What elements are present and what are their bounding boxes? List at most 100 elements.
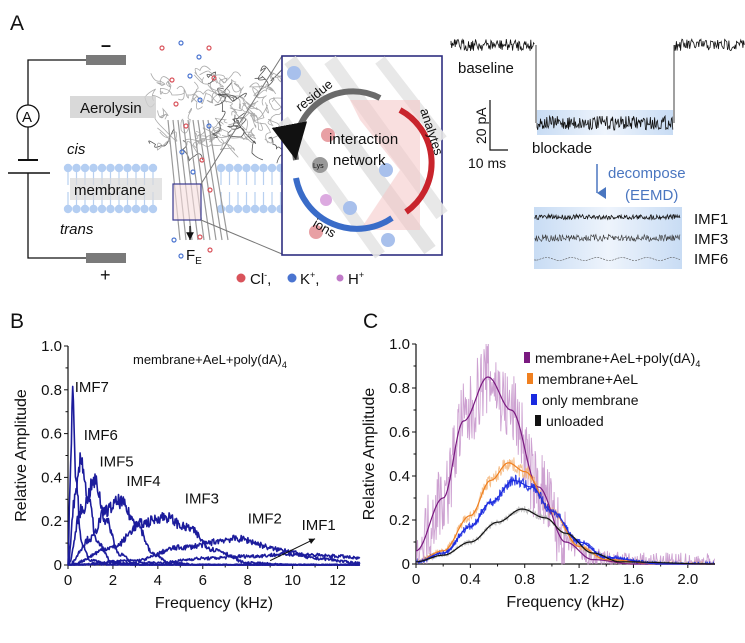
- ion-particle: [190, 169, 196, 175]
- h-legend-marker: [336, 274, 344, 282]
- scale-current-label: 20 pA: [473, 107, 489, 144]
- lipid-head: [216, 163, 226, 173]
- interaction-label-line2: network: [333, 152, 386, 169]
- y-axis-label: Relative Amplitude: [13, 389, 30, 522]
- x-tick-label: 0.4: [460, 571, 481, 588]
- x-tick-label: 0: [412, 571, 420, 588]
- series-label-imf5: IMF5: [99, 453, 133, 470]
- series-imf2: [67, 534, 361, 566]
- blockade-label: blockade: [532, 140, 592, 157]
- series-label-imf1: IMF1: [302, 517, 336, 534]
- h-ion: [320, 194, 332, 206]
- k-ion: [343, 201, 357, 215]
- lipid-head: [250, 204, 260, 214]
- ion-particle: [169, 77, 175, 83]
- imf-traces: [534, 213, 681, 261]
- lipid-head: [267, 163, 277, 173]
- lipid-head: [72, 204, 81, 214]
- x-tick-label: 1.2: [569, 571, 590, 588]
- ion-particle: [207, 247, 213, 253]
- x-tick-label: 4: [154, 572, 162, 589]
- lipid-head: [131, 204, 141, 214]
- x-tick-label: 2: [109, 572, 117, 589]
- ion-particle: [171, 237, 177, 243]
- k-ion: [379, 163, 393, 177]
- imf3-label: IMF3: [694, 231, 728, 248]
- chart-c: 0 0.4 0.8 1.2 1.6 2.0 0 0.2 0.4 0.6 0.8 1.0 Frequenc…: [361, 336, 715, 611]
- baseline-trace-end: [674, 38, 745, 51]
- lipid-head: [131, 163, 141, 173]
- eemd-label: (EEMD): [625, 187, 678, 204]
- lipid-head: [106, 163, 115, 173]
- fit-series-2: [415, 479, 715, 565]
- panel-label-a: A: [10, 12, 24, 35]
- legend-marker: [524, 352, 530, 363]
- fit-series-1: [415, 462, 715, 565]
- y-tick-label: 0: [402, 556, 410, 573]
- current-trace-panel: baseline blockade 20 pA 10 ms decompose …: [450, 38, 745, 269]
- x-tick-label: 0: [64, 572, 72, 589]
- cis-label: cis: [67, 141, 86, 158]
- y-tick-label: 0.4: [389, 468, 410, 485]
- cl-ion: [309, 225, 323, 239]
- force-label: FE: [186, 247, 202, 267]
- ions-arrow: [293, 177, 394, 232]
- positive-sign: +: [100, 265, 111, 285]
- ion-particle: [179, 149, 185, 155]
- chart-b: 0 2 4 6 8 10 12 0 0.2 0.4 0.6 0.8 1.0 Frequency (kHz)…: [13, 338, 361, 612]
- cl-legend-marker: [236, 273, 246, 283]
- ion-particle: [183, 123, 189, 129]
- lys-residue: [312, 157, 328, 173]
- legend-marker: [527, 373, 533, 384]
- lipid-head: [114, 204, 124, 214]
- lipid-head: [106, 204, 115, 214]
- y-axis-label: Relative Amplitude: [361, 388, 378, 521]
- imf3-trace: [534, 233, 681, 243]
- k-ion: [287, 66, 301, 80]
- y-tick-label: 0.8: [41, 382, 62, 399]
- lys-label: Lys: [313, 163, 324, 170]
- decompose-label: decompose: [608, 165, 686, 182]
- interaction-inset: Lys residue analytes ions interaction ne…: [271, 55, 448, 259]
- legend-entry: only membrane: [542, 392, 639, 408]
- imf1-label: IMF1: [694, 211, 728, 228]
- ion-particle: [206, 123, 212, 129]
- lipid-head: [148, 163, 158, 173]
- trans-label: trans: [60, 221, 94, 238]
- k-legend-marker: [287, 273, 297, 283]
- circuit: [8, 59, 86, 259]
- ion-particle: [196, 54, 202, 60]
- chart-b-annotation: membrane+AeL+poly(dA)4: [133, 352, 287, 370]
- lipid-head: [140, 163, 149, 173]
- blockade-trace: [536, 114, 674, 131]
- zoom-line-bottom: [200, 219, 283, 255]
- lipid-head: [267, 204, 277, 214]
- legend-marker: [535, 415, 541, 426]
- cl-ion: [321, 128, 335, 142]
- series-label-imf2: IMF2: [248, 510, 282, 527]
- x-tick-label: 1.6: [623, 571, 644, 588]
- lipid-head: [97, 163, 107, 173]
- lipid-head: [97, 204, 107, 214]
- aerolysin-label-bg: [70, 96, 156, 118]
- ion-particle: [211, 75, 217, 81]
- legend-entry: membrane+AeL: [538, 371, 638, 387]
- ion-particle: [197, 97, 203, 103]
- baseline-label: baseline: [458, 60, 514, 77]
- ammeter-icon: [16, 104, 40, 128]
- series-imf7: [67, 385, 360, 566]
- interaction-label-line1: interaction: [329, 131, 398, 148]
- imf6-trace: [534, 257, 681, 261]
- ion-legend: Cl-, K+, H+: [236, 270, 364, 288]
- panel-label-c: C: [363, 310, 378, 333]
- lipid-head: [123, 163, 132, 173]
- lipid-head: [89, 163, 98, 173]
- k-ion: [381, 233, 395, 247]
- series-label-imf4: IMF4: [126, 473, 160, 490]
- lipid-head: [63, 163, 73, 173]
- y-tick-label: 0.2: [389, 512, 410, 529]
- analyte-shape: [350, 100, 420, 230]
- x-tick-label: 2.0: [677, 571, 698, 588]
- analytes-arrow: [398, 107, 435, 215]
- ion-particle: [159, 45, 165, 51]
